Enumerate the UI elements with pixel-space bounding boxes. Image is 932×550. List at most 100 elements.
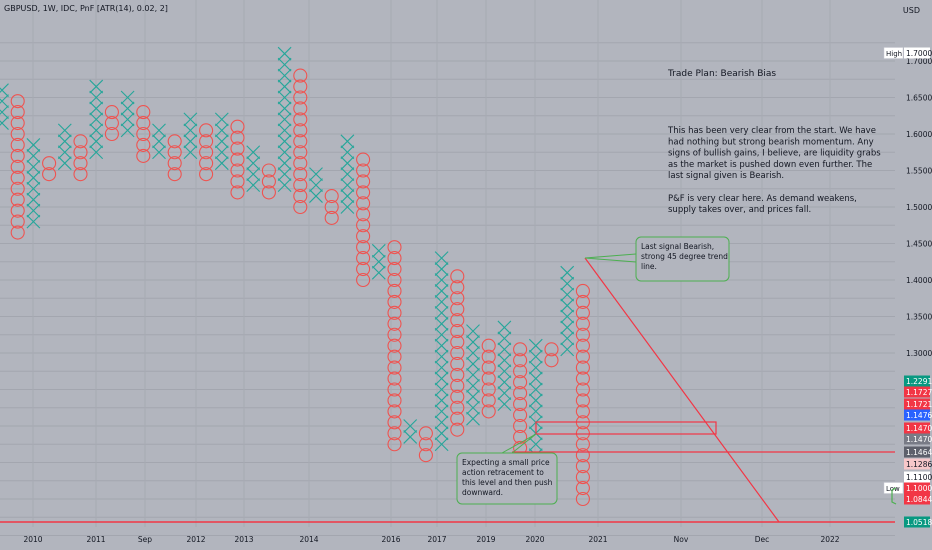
o-box (387, 371, 402, 386)
o-box (261, 163, 276, 178)
price-tick-label: 1.3500 (906, 313, 932, 322)
o-box (450, 389, 465, 404)
price-badge (904, 471, 930, 483)
x-box (434, 371, 449, 386)
o-box (575, 491, 590, 507)
x-box (528, 360, 543, 375)
price-badge (904, 458, 930, 470)
o-box (387, 294, 402, 309)
o-box (167, 156, 182, 171)
o-box (293, 167, 308, 182)
time-tick-label: 2011 (86, 535, 105, 544)
o-box (293, 189, 308, 204)
x-box (371, 254, 386, 269)
o-box (324, 210, 339, 225)
o-box (230, 185, 245, 200)
price-badge (904, 482, 930, 494)
o-box (387, 272, 402, 288)
x-box (434, 305, 449, 320)
o-box (356, 163, 371, 178)
o-box (293, 79, 308, 94)
o-box (230, 163, 245, 178)
price-badge (904, 386, 930, 398)
x-box (214, 145, 229, 160)
currency-label: USD (902, 6, 920, 15)
x-box (497, 342, 512, 357)
price-badge-tag (883, 47, 904, 59)
o-box (450, 356, 465, 372)
x-box (434, 251, 449, 265)
x-box (434, 295, 449, 309)
o-box (261, 185, 276, 200)
o-box (10, 137, 25, 152)
price-axis[interactable]: 1.7000 1.6500 1.6000 1.5500 1.5000 1.4500 1.40… (883, 47, 932, 528)
time-tick-label: Nov (674, 535, 689, 544)
signal-callout-text: Last signal Bearish, (641, 242, 714, 251)
x-box (0, 83, 9, 93)
time-axis[interactable]: 2010 2011 Sep 2012 2013 2014 2016 2017 2019 2020 2… (23, 535, 839, 544)
x-box (183, 112, 198, 127)
x-box (26, 159, 41, 174)
o-box (575, 371, 590, 386)
time-tick-label: 2010 (23, 535, 42, 544)
x-box (434, 426, 449, 441)
x-box (246, 178, 261, 192)
x-box (528, 393, 543, 408)
o-box (387, 316, 402, 331)
o-box (230, 141, 245, 156)
o-box (356, 152, 371, 167)
o-box (293, 156, 308, 171)
x-box (528, 437, 543, 452)
o-box (575, 283, 590, 299)
o-box (356, 207, 371, 222)
x-box (89, 90, 104, 105)
x-box (246, 145, 261, 160)
text-notes[interactable]: Trade Plan: Bearish Bias This has been ve… (456, 69, 897, 505)
o-box (356, 229, 371, 244)
price-tick-label: 1.4500 (906, 240, 932, 249)
o-box (513, 407, 528, 423)
o-box (418, 437, 433, 452)
trade-plan-line: last signal given is Bearish. (668, 171, 784, 181)
o-box (356, 240, 371, 255)
x-box (340, 145, 355, 160)
x-box (434, 284, 449, 298)
x-box (89, 123, 104, 138)
o-box (544, 342, 559, 357)
o-box (513, 418, 528, 434)
x-box (560, 298, 575, 313)
x-box (214, 134, 229, 149)
x-box (560, 287, 575, 302)
o-box (481, 338, 496, 353)
o-box (293, 90, 308, 105)
o-box (387, 393, 402, 408)
retracement-callout-pointer (501, 433, 537, 454)
price-tick-label: 1.5500 (906, 167, 932, 176)
price-badge (904, 375, 930, 387)
price-badge (904, 516, 930, 528)
o-box (293, 112, 308, 127)
o-box (450, 269, 465, 284)
retracement-callout-text: this level and then push (462, 478, 553, 487)
o-box (293, 178, 308, 193)
o-box (575, 480, 590, 496)
price-badge (904, 409, 930, 421)
price-tick-label: 1.3000 (906, 349, 932, 358)
o-box (10, 159, 25, 174)
x-box (277, 145, 292, 160)
x-box (26, 203, 41, 218)
o-box (575, 360, 590, 375)
price-tick-label: 1.4000 (906, 276, 932, 285)
o-box (450, 378, 465, 393)
price-badge (904, 398, 930, 410)
time-tick-label: 2022 (820, 535, 839, 544)
x-box (26, 149, 41, 163)
x-box (434, 393, 449, 408)
o-box (10, 170, 25, 185)
drawings[interactable] (0, 257, 895, 523)
o-box (481, 393, 496, 408)
x-box (152, 145, 166, 160)
x-box (434, 338, 449, 353)
o-box (513, 353, 528, 368)
